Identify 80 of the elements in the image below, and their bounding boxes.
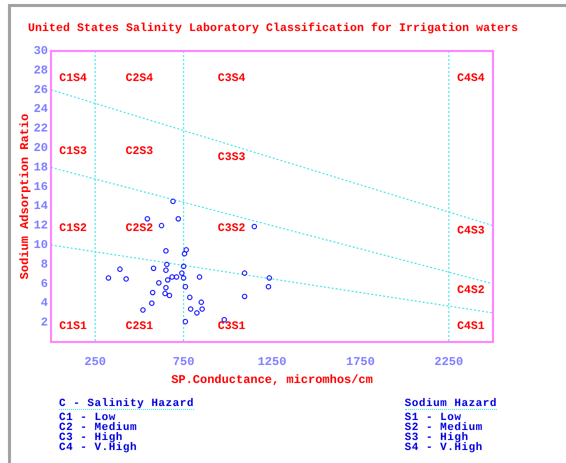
- x-tick-label: 1250: [258, 355, 286, 370]
- point: [163, 268, 169, 273]
- point: [156, 280, 162, 286]
- annotation: C3S2: [218, 222, 246, 235]
- point: [266, 275, 272, 281]
- point: [176, 216, 181, 222]
- annotation: C3S4: [218, 72, 246, 85]
- chart-title: United States Salinity Laboratory Classification for Irrigation waters: [28, 21, 518, 37]
- y-tick-label: 24: [34, 102, 48, 116]
- y-tick-label: 2: [40, 316, 48, 330]
- point: [123, 276, 129, 282]
- point: [166, 292, 172, 298]
- y-tick-label: 26: [34, 82, 48, 97]
- point: [150, 290, 156, 296]
- text: Sodium Hazard S1 - Low S2 - Medium S3 - High S4 - V.High: [404, 398, 497, 454]
- y-tick-label: 20: [34, 141, 48, 156]
- annotation: C2S2: [126, 222, 154, 235]
- annotation: C4S3: [457, 224, 485, 238]
- y-tick-label: 12: [34, 218, 48, 233]
- point: [188, 306, 194, 312]
- point: [164, 277, 170, 283]
- point: [196, 274, 202, 280]
- point: [140, 307, 146, 313]
- point: [163, 248, 169, 254]
- point: [266, 284, 272, 290]
- annotation: C2S1: [126, 320, 154, 333]
- y-tick-label: 22: [34, 122, 48, 136]
- point: [199, 306, 205, 312]
- point: [150, 266, 156, 271]
- y-tick-label: 16: [34, 180, 48, 194]
- point: [163, 284, 169, 290]
- y-tick-label: 28: [34, 63, 48, 78]
- x-tick-label: 750: [172, 355, 194, 370]
- point: [164, 262, 170, 268]
- point: [158, 222, 164, 228]
- y-tick-label: 4: [40, 296, 48, 310]
- x-tick-label: 1750: [346, 355, 375, 370]
- y-tick-label: 6: [40, 276, 48, 291]
- point: [187, 294, 192, 300]
- annotation: C1S4: [59, 72, 87, 85]
- point: [174, 274, 180, 280]
- text: C - Salinity Hazard C1 - Low C2 - Medium C3 - High C4 - V.High: [59, 398, 194, 454]
- y-tick-label: 18: [34, 160, 48, 174]
- point: [242, 294, 248, 300]
- annotation: C4S4: [457, 72, 485, 85]
- x-axis-title: SP.Conductance, micromhos/cm: [171, 372, 373, 387]
- point: [184, 247, 189, 253]
- y-axis-title: Sodium Adsorption Ratio: [18, 114, 32, 280]
- annotation: C4S1: [457, 320, 485, 333]
- point: [252, 224, 258, 230]
- point: [144, 216, 150, 222]
- point: [106, 275, 112, 281]
- annotation: C3S3: [218, 151, 246, 164]
- y-tick-label: 8: [40, 257, 48, 272]
- y-tick-label: 10: [34, 238, 48, 252]
- point: [180, 264, 186, 270]
- y-tick-label: 14: [34, 199, 48, 214]
- annotation: C1S3: [59, 144, 87, 158]
- annotation: C2S4: [126, 72, 154, 85]
- x-tick-label: 2250: [434, 355, 464, 370]
- point: [170, 198, 176, 204]
- annotation: C4S2: [457, 284, 485, 297]
- point: [179, 270, 185, 276]
- annotation: C1S2: [59, 222, 87, 235]
- point: [198, 300, 204, 305]
- point: [182, 251, 188, 256]
- y-tick-label: 30: [34, 44, 48, 58]
- annotation: C3S1: [218, 320, 246, 333]
- point: [162, 290, 168, 296]
- point: [117, 266, 123, 272]
- x-tick-label: 250: [84, 355, 106, 370]
- point: [149, 300, 154, 306]
- point: [194, 310, 200, 316]
- annotation: C1S1: [59, 320, 87, 333]
- point: [182, 284, 188, 290]
- annotation: C2S3: [126, 144, 154, 158]
- point: [169, 274, 175, 280]
- point: [180, 275, 186, 281]
- point: [182, 318, 188, 324]
- point: [242, 270, 248, 276]
